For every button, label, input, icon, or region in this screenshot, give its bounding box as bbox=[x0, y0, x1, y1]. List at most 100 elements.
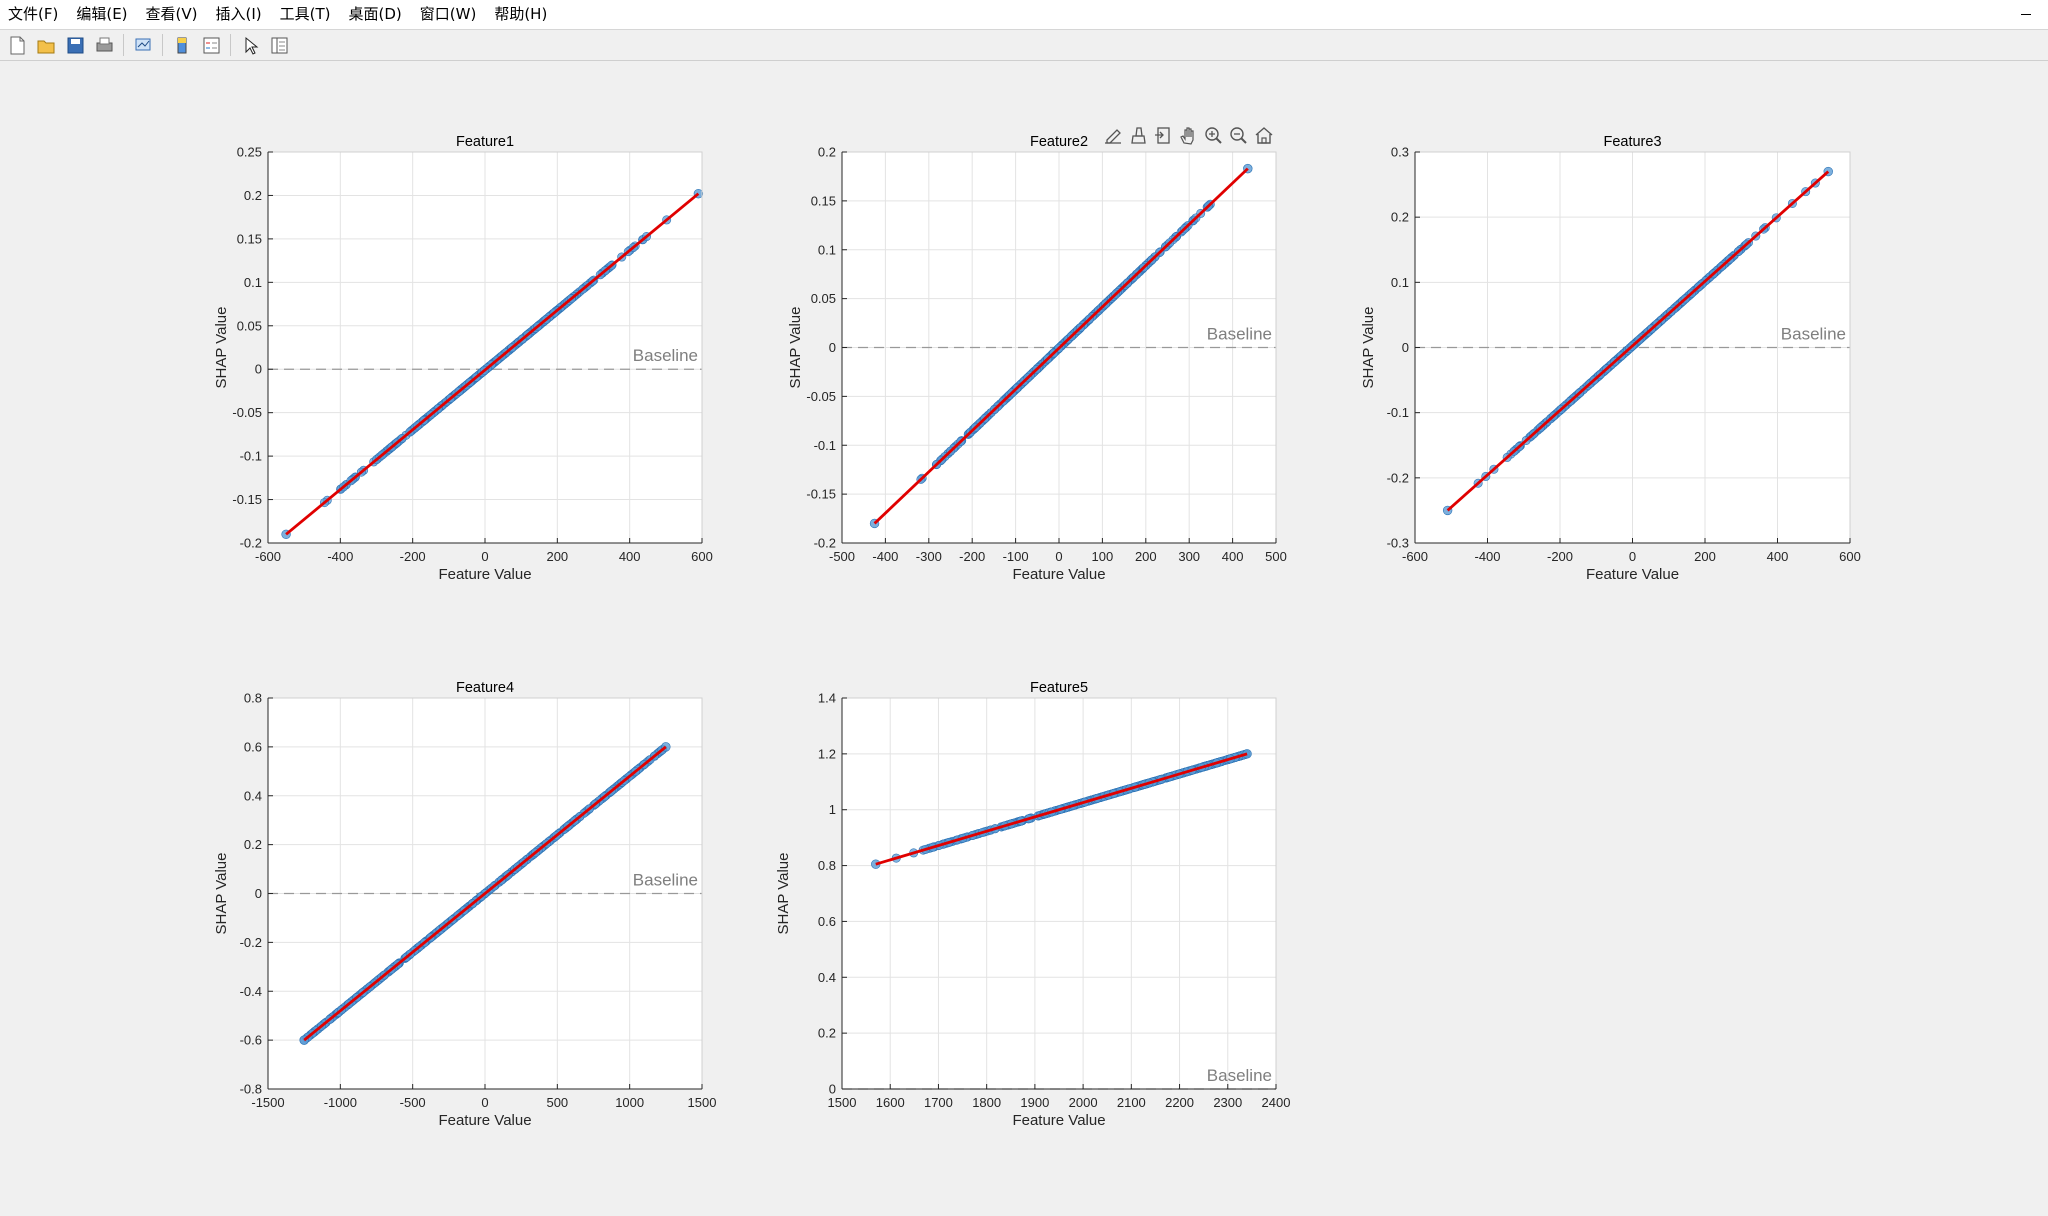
x-tick-label: -1500 bbox=[251, 1095, 284, 1110]
x-tick-label: -500 bbox=[829, 549, 855, 564]
x-tick-label: -600 bbox=[1402, 549, 1428, 564]
data-tips-icon bbox=[1105, 129, 1121, 144]
x-tick-label: 2300 bbox=[1213, 1095, 1242, 1110]
x-tick-label: 0 bbox=[481, 1095, 488, 1110]
x-tick-label: -600 bbox=[255, 549, 281, 564]
y-axis-label: SHAP Value bbox=[775, 853, 792, 935]
x-tick-label: 1900 bbox=[1020, 1095, 1049, 1110]
link-plot-icon bbox=[135, 38, 150, 50]
x-tick-label: 0 bbox=[1055, 549, 1062, 564]
brush-button[interactable] bbox=[1128, 125, 1150, 147]
menu-item-2[interactable]: 查看(V) bbox=[145, 5, 198, 23]
y-tick-label: 0 bbox=[255, 362, 262, 377]
y-tick-label: 0.05 bbox=[237, 318, 262, 333]
chart-title: Feature2 bbox=[1030, 134, 1088, 150]
restore-home-icon bbox=[1255, 127, 1273, 144]
x-tick-label: 200 bbox=[1135, 549, 1157, 564]
x-tick-label: 100 bbox=[1092, 549, 1114, 564]
y-tick-label: 1 bbox=[829, 802, 836, 817]
y-axis-label: SHAP Value bbox=[787, 307, 804, 389]
x-tick-label: -400 bbox=[872, 549, 898, 564]
data-tips-button[interactable] bbox=[1103, 125, 1125, 147]
y-tick-label: 0.2 bbox=[1391, 210, 1409, 225]
legend-button[interactable] bbox=[198, 32, 224, 58]
y-tick-label: 0 bbox=[1402, 340, 1409, 355]
menu-item-4[interactable]: 工具(T) bbox=[279, 5, 331, 23]
chart-3[interactable]: Baseline -600 -400 -200 0 200 400 600 -0.3 -0.2 -0… bbox=[1360, 134, 1861, 583]
x-tick-label: 500 bbox=[546, 1095, 568, 1110]
menu-item-3[interactable]: 插入(I) bbox=[215, 5, 262, 23]
y-tick-label: 0.8 bbox=[244, 691, 262, 706]
menu-item-0[interactable]: 文件(F) bbox=[8, 5, 59, 23]
y-axis-label: SHAP Value bbox=[213, 853, 230, 935]
y-tick-label: -0.2 bbox=[240, 935, 262, 950]
toolbar-separator bbox=[162, 34, 163, 56]
x-tick-label: 2000 bbox=[1069, 1095, 1098, 1110]
baseline-label: Baseline bbox=[1207, 325, 1272, 344]
x-tick-label: 400 bbox=[1222, 549, 1244, 564]
link-plot-button[interactable] bbox=[130, 32, 156, 58]
legend-icon bbox=[203, 37, 219, 53]
y-tick-label: 0.05 bbox=[811, 291, 836, 306]
brush-icon bbox=[1131, 127, 1146, 144]
y-tick-label: -0.2 bbox=[814, 536, 836, 551]
colorbar-icon bbox=[177, 37, 186, 53]
y-tick-label: 0.4 bbox=[818, 970, 836, 985]
menu-item-5[interactable]: 桌面(D) bbox=[348, 5, 402, 23]
export-button[interactable] bbox=[1153, 125, 1175, 147]
y-tick-label: 0.15 bbox=[811, 193, 836, 208]
y-tick-label: 1.4 bbox=[818, 691, 836, 706]
x-tick-label: 2200 bbox=[1165, 1095, 1194, 1110]
x-tick-label: 1600 bbox=[876, 1095, 905, 1110]
colorbar-button[interactable] bbox=[169, 32, 195, 58]
y-tick-label: 0.2 bbox=[818, 145, 836, 160]
y-tick-label: -0.1 bbox=[1387, 405, 1409, 420]
chart-2[interactable]: Baseline -500 -400 -300 -200 -100 0 100 200 300 40… bbox=[787, 134, 1287, 583]
property-inspector-button[interactable] bbox=[266, 32, 292, 58]
edit-plot-arrow-button[interactable] bbox=[237, 32, 263, 58]
save-button[interactable] bbox=[62, 32, 88, 58]
y-tick-label: 0.2 bbox=[244, 837, 262, 852]
x-axis-label: Feature Value bbox=[1012, 566, 1105, 583]
restore-home-button[interactable] bbox=[1253, 125, 1275, 147]
toolbar-separator bbox=[230, 34, 231, 56]
print-button[interactable] bbox=[91, 32, 117, 58]
baseline-label: Baseline bbox=[633, 346, 698, 365]
y-tick-label: -0.1 bbox=[814, 438, 836, 453]
y-tick-label: -0.6 bbox=[240, 1033, 262, 1048]
x-tick-label: 300 bbox=[1178, 549, 1200, 564]
y-tick-label: 0.4 bbox=[244, 788, 262, 803]
x-tick-label: 0 bbox=[1629, 549, 1636, 564]
zoom-out-button[interactable] bbox=[1228, 125, 1250, 147]
zoom-in-icon bbox=[1205, 127, 1222, 144]
baseline-label: Baseline bbox=[1207, 1066, 1272, 1085]
menu-item-6[interactable]: 窗口(W) bbox=[419, 5, 477, 23]
toolbar-separator bbox=[123, 34, 124, 56]
chart-4[interactable]: Baseline -1500 -1000 -500 0 500 1000 1500 -0.8 -0… bbox=[213, 680, 716, 1129]
figure-toolbar bbox=[0, 30, 2048, 61]
menu-item-1[interactable]: 编辑(E) bbox=[76, 5, 128, 23]
minimize-window-button[interactable] bbox=[2018, 6, 2034, 22]
x-axis-label: Feature Value bbox=[1586, 566, 1679, 583]
new-figure-button[interactable] bbox=[4, 32, 30, 58]
x-tick-label: -500 bbox=[400, 1095, 426, 1110]
x-tick-label: -300 bbox=[916, 549, 942, 564]
chart-1[interactable]: Baseline -600 -400 -200 0 200 400 600 -0.2 -0.15 -… bbox=[213, 134, 713, 583]
open-file-button[interactable] bbox=[33, 32, 59, 58]
y-tick-label: 0.6 bbox=[818, 914, 836, 929]
zoom-in-button[interactable] bbox=[1203, 125, 1225, 147]
baseline-label: Baseline bbox=[1781, 325, 1846, 344]
x-tick-label: -400 bbox=[1474, 549, 1500, 564]
x-tick-label: 500 bbox=[1265, 549, 1287, 564]
y-tick-label: -0.15 bbox=[806, 487, 836, 502]
y-tick-label: 0.1 bbox=[244, 275, 262, 290]
pan-hand-button[interactable] bbox=[1178, 125, 1200, 147]
x-tick-label: -100 bbox=[1003, 549, 1029, 564]
chart-5[interactable]: Baseline 1500 1600 1700 1800 1900 2000 2100 2200… bbox=[775, 680, 1290, 1129]
y-tick-label: 0.25 bbox=[237, 145, 262, 160]
y-tick-label: 0.1 bbox=[1391, 275, 1409, 290]
y-tick-label: 1.2 bbox=[818, 746, 836, 761]
x-tick-label: 2400 bbox=[1262, 1095, 1291, 1110]
print-icon bbox=[96, 37, 112, 51]
menu-item-7[interactable]: 帮助(H) bbox=[494, 5, 548, 23]
